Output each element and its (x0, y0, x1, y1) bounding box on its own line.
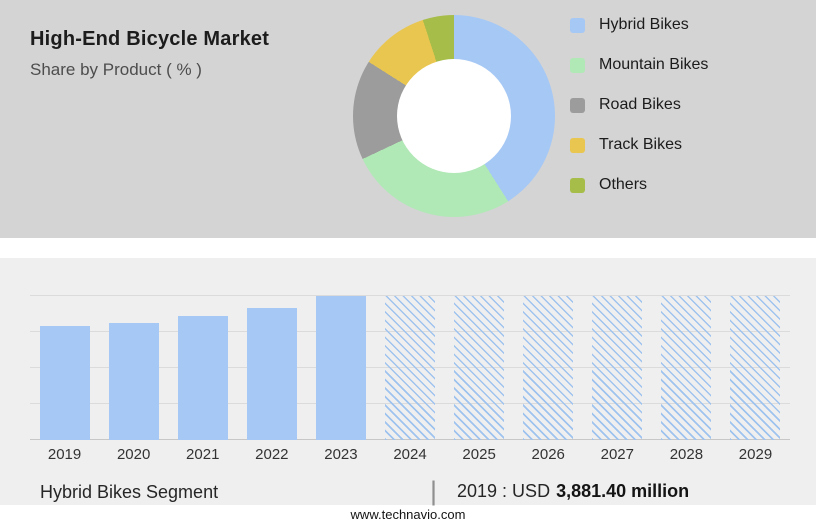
legend-item: Others (570, 173, 708, 197)
legend-swatch (570, 57, 585, 73)
value-bar-2020 (108, 323, 159, 440)
bar-column (721, 296, 790, 440)
x-tick-label: 2021 (186, 446, 220, 463)
market-value-group: | 2019 : USD 3,881.40 million (430, 478, 689, 505)
legend-swatch (570, 97, 585, 113)
legend-swatch (570, 137, 585, 153)
x-tick-label: 2029 (738, 446, 773, 463)
forecast-bar-2029 (730, 296, 781, 440)
forecast-bar-2026 (523, 296, 574, 440)
legend-item: Track Bikes (570, 133, 708, 157)
gridline (30, 295, 790, 296)
legend-swatch (570, 17, 585, 33)
value-bar-2023 (315, 296, 366, 440)
value-bar-2019 (39, 326, 90, 440)
legend-swatch (570, 177, 585, 193)
bar-column (168, 296, 237, 440)
x-tick-label: 2023 (324, 446, 358, 463)
forecast-bar-2027 (592, 296, 643, 440)
legend-label: Hybrid Bikes (599, 16, 689, 33)
value-bar-2022 (246, 308, 297, 440)
bar-column (445, 296, 514, 440)
x-tick-label: 2025 (462, 446, 496, 463)
legend-label: Track Bikes (599, 136, 682, 153)
x-tick-label: 2022 (255, 446, 289, 463)
forecast-bar-2028 (661, 296, 712, 440)
bar-column (514, 296, 583, 440)
donut-chart (353, 15, 555, 217)
bar-column (99, 296, 168, 440)
website-link[interactable]: www.technavio.com (350, 507, 466, 522)
bar-column (306, 296, 375, 440)
value-amount: 3,881.40 million (556, 481, 690, 501)
legend-item: Mountain Bikes (570, 53, 708, 77)
value-bar-2021 (177, 316, 228, 440)
share-by-product-panel: High-End Bicycle Market Share by Product… (0, 0, 816, 238)
bar-column (30, 296, 99, 440)
site-footer: www.technavio.com (0, 507, 816, 522)
forecast-bar-2024 (385, 296, 436, 440)
bar-column (237, 296, 306, 440)
market-forecast-panel: 2019 2020 2021 2022 2023 2024 2025 2026 2027 2028… (0, 258, 816, 505)
x-axis-labels: 2019 2020 2021 2022 2023 2024 2025 2026 2027 2028… (30, 446, 790, 463)
bar-column (583, 296, 652, 440)
legend-label: Others (599, 176, 648, 193)
page-title: High-End Bicycle Market (30, 28, 270, 50)
bar-chart (30, 295, 790, 440)
donut-hole (397, 59, 511, 173)
legend-label: Road Bikes (599, 96, 681, 113)
x-tick-label: 2027 (600, 446, 634, 463)
x-tick-label: 2026 (531, 446, 565, 463)
x-tick-label: 2028 (669, 446, 704, 463)
divider: | (430, 476, 438, 506)
x-tick-label: 2020 (116, 446, 151, 463)
legend-label: Mountain Bikes (599, 56, 709, 73)
bar-column (652, 296, 721, 440)
legend-item: Hybrid Bikes (570, 13, 708, 37)
x-tick-label: 2024 (393, 446, 427, 463)
value-prefix: 2019 : USD (457, 481, 551, 501)
chart-subtitle: Share by Product ( % ) (30, 60, 202, 79)
segment-label: Hybrid Bikes Segment (40, 482, 219, 502)
pie-legend: Hybrid Bikes Mountain Bikes Road Bikes Trac… (570, 13, 708, 213)
x-tick-label: 2019 (47, 446, 82, 463)
forecast-bar-2025 (454, 296, 505, 440)
bar-column (375, 296, 444, 440)
title-block: High-End Bicycle Market Share by Product… (30, 28, 269, 80)
legend-item: Road Bikes (570, 93, 708, 117)
